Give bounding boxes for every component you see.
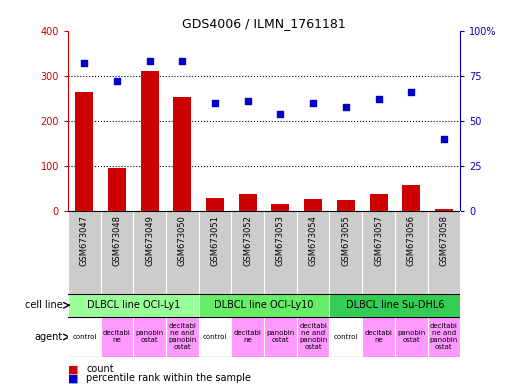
Text: GSM673058: GSM673058: [439, 215, 448, 266]
Text: DLBCL line OCI-Ly10: DLBCL line OCI-Ly10: [214, 300, 314, 310]
Bar: [370, 194, 388, 211]
Point: [113, 78, 121, 84]
Text: panobin
ostat: panobin ostat: [266, 331, 294, 343]
Title: GDS4006 / ILMN_1761181: GDS4006 / ILMN_1761181: [182, 17, 346, 30]
Bar: [199, 211, 231, 294]
Bar: [428, 317, 460, 357]
Text: ■: ■: [68, 364, 78, 374]
Bar: [108, 168, 126, 211]
Point: [211, 100, 219, 106]
Text: count: count: [86, 364, 114, 374]
Point: [440, 136, 448, 142]
Point: [374, 96, 383, 103]
Bar: [297, 211, 329, 294]
Text: GSM673049: GSM673049: [145, 215, 154, 266]
Text: ■: ■: [68, 373, 78, 383]
Text: GSM673053: GSM673053: [276, 215, 285, 266]
Bar: [402, 185, 420, 211]
Bar: [271, 204, 289, 211]
Bar: [329, 211, 362, 294]
Text: DLBCL line Su-DHL6: DLBCL line Su-DHL6: [346, 300, 444, 310]
Text: decitabi
ne: decitabi ne: [365, 331, 392, 343]
Point: [80, 60, 88, 66]
Bar: [329, 317, 362, 357]
Text: GSM673054: GSM673054: [309, 215, 317, 266]
Text: GSM673057: GSM673057: [374, 215, 383, 266]
Text: control: control: [334, 334, 358, 340]
Text: GSM673051: GSM673051: [211, 215, 220, 266]
Bar: [133, 317, 166, 357]
Bar: [231, 211, 264, 294]
Text: control: control: [203, 334, 228, 340]
Text: panobin
ostat: panobin ostat: [135, 331, 164, 343]
Bar: [362, 317, 395, 357]
Bar: [199, 294, 329, 317]
Text: agent: agent: [35, 332, 63, 342]
Bar: [297, 317, 329, 357]
Text: GSM673056: GSM673056: [407, 215, 416, 266]
Text: panobin
ostat: panobin ostat: [397, 331, 425, 343]
Bar: [264, 211, 297, 294]
Bar: [68, 317, 100, 357]
Point: [407, 89, 415, 95]
Bar: [395, 317, 428, 357]
Bar: [239, 194, 257, 211]
Text: control: control: [72, 334, 97, 340]
Point: [178, 58, 187, 65]
Bar: [428, 211, 460, 294]
Point: [309, 100, 317, 106]
Bar: [174, 98, 191, 211]
Text: DLBCL line OCI-Ly1: DLBCL line OCI-Ly1: [87, 300, 180, 310]
Bar: [337, 200, 355, 211]
Text: decitabi
ne and
panobin
ostat: decitabi ne and panobin ostat: [168, 323, 197, 351]
Bar: [100, 211, 133, 294]
Bar: [304, 199, 322, 211]
Text: decitabi
ne and
panobin
ostat: decitabi ne and panobin ostat: [430, 323, 458, 351]
Text: decitabi
ne: decitabi ne: [234, 331, 262, 343]
Text: GSM673048: GSM673048: [112, 215, 121, 266]
Bar: [206, 198, 224, 211]
Bar: [133, 211, 166, 294]
Text: cell line: cell line: [25, 300, 63, 310]
Bar: [75, 92, 93, 211]
Point: [145, 58, 154, 65]
Text: GSM673047: GSM673047: [80, 215, 89, 266]
Text: decitabi
ne and
panobin
ostat: decitabi ne and panobin ostat: [299, 323, 327, 351]
Text: GSM673052: GSM673052: [243, 215, 252, 266]
Point: [276, 111, 285, 117]
Bar: [166, 211, 199, 294]
Text: GSM673055: GSM673055: [342, 215, 350, 266]
Point: [342, 103, 350, 109]
Bar: [199, 317, 231, 357]
Text: GSM673050: GSM673050: [178, 215, 187, 266]
Bar: [395, 211, 428, 294]
Bar: [435, 209, 453, 211]
Bar: [68, 211, 100, 294]
Bar: [141, 71, 158, 211]
Bar: [231, 317, 264, 357]
Bar: [264, 317, 297, 357]
Bar: [68, 294, 199, 317]
Text: decitabi
ne: decitabi ne: [103, 331, 131, 343]
Bar: [329, 294, 460, 317]
Point: [244, 98, 252, 104]
Text: percentile rank within the sample: percentile rank within the sample: [86, 373, 251, 383]
Bar: [166, 317, 199, 357]
Bar: [362, 211, 395, 294]
Bar: [100, 317, 133, 357]
